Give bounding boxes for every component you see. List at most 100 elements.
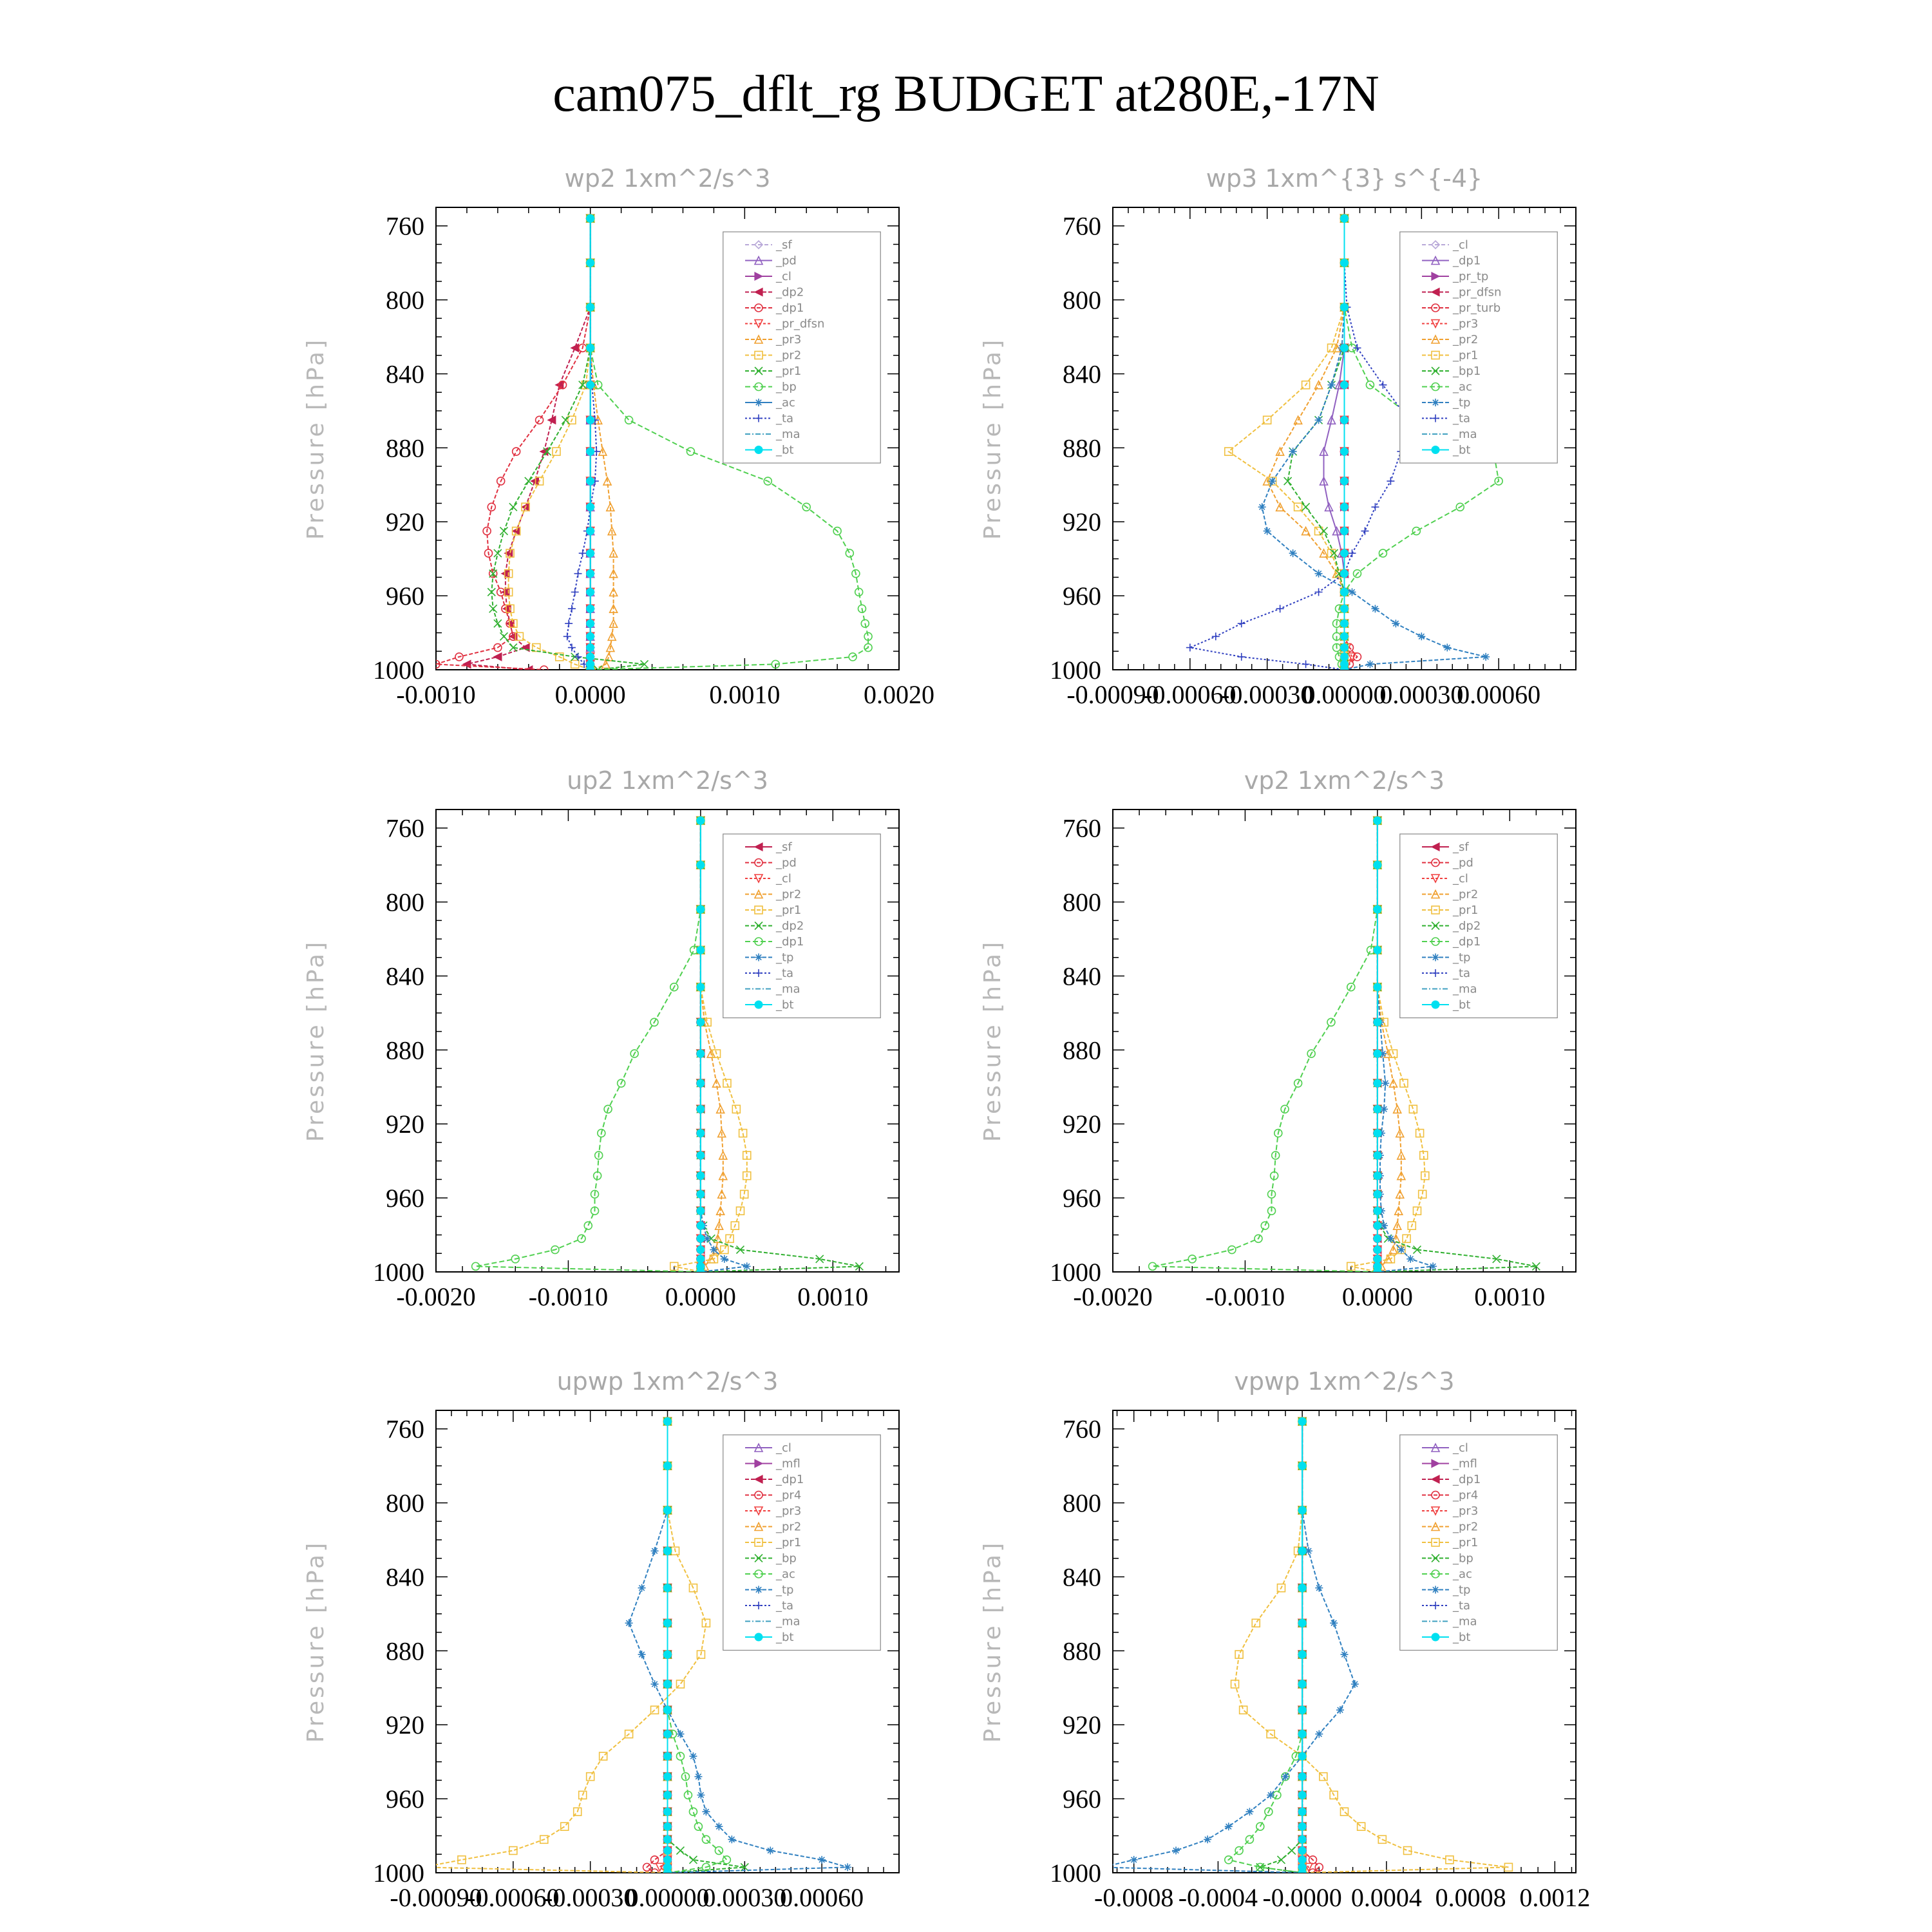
data-point-pr1 — [578, 1790, 587, 1800]
data-point-bt — [586, 652, 595, 661]
y-tick-label: 880 — [386, 1036, 424, 1065]
legend-marker — [754, 382, 763, 392]
series-group — [1113, 1416, 1513, 1873]
data-point-tp — [703, 1235, 712, 1243]
data-point-dp1 — [484, 549, 493, 558]
data-point-dp1 — [496, 477, 506, 486]
data-point-pr1 — [1262, 415, 1272, 425]
data-point-bt — [1373, 1104, 1382, 1113]
y-axis-label: Pressure [hPa] — [303, 337, 329, 540]
x-tick-label: -0.00060 — [467, 1883, 559, 1912]
legend-marker — [754, 858, 763, 867]
data-point-bt — [696, 860, 705, 869]
data-point-dp1 — [1254, 1234, 1263, 1244]
plot-frame — [1112, 1410, 1577, 1873]
data-point-bt — [696, 1049, 705, 1058]
data-point-pr3 — [609, 618, 618, 628]
data-point-ac — [1378, 549, 1388, 558]
legend-marker — [755, 399, 762, 406]
data-point-bt — [1373, 1151, 1382, 1160]
data-point-bt — [1298, 1772, 1307, 1781]
legend-label: _pr2 — [775, 888, 801, 902]
legend-marker — [1431, 303, 1440, 312]
x-tick-label: -0.0010 — [529, 1282, 608, 1311]
data-point-pr3 — [598, 446, 608, 456]
data-point-pr1 — [1386, 1255, 1396, 1264]
legend-label: _bt — [775, 1631, 793, 1644]
data-point-bt — [663, 1705, 672, 1714]
legend-label: _bp — [775, 381, 797, 394]
series-line-ta — [566, 218, 598, 670]
data-point-pr3 — [1347, 652, 1357, 662]
data-point-bt — [586, 258, 595, 267]
legend-marker — [753, 255, 764, 265]
data-point-pr2 — [718, 1170, 728, 1180]
legend-marker — [1430, 842, 1440, 851]
data-point-tp — [1371, 605, 1379, 613]
data-point-bt — [1298, 1846, 1307, 1855]
data-point-ac — [714, 1846, 724, 1855]
legend-label: _pr_tp — [1452, 270, 1488, 283]
data-point-bt — [663, 1730, 672, 1739]
data-point-bt — [696, 905, 705, 914]
data-point-tp — [1172, 1846, 1180, 1855]
data-point-pr1 — [1266, 1729, 1275, 1739]
legend-label: _pr3 — [1452, 1504, 1478, 1518]
data-point-pr1 — [489, 569, 498, 578]
data-point-pr1 — [1378, 1835, 1387, 1844]
data-point-pr2 — [509, 619, 518, 629]
data-point-tp — [728, 1835, 736, 1844]
legend-marker — [754, 303, 763, 312]
data-point-bt — [1373, 1129, 1382, 1138]
data-point-bt — [663, 1807, 672, 1816]
legend-marker — [1431, 1633, 1440, 1642]
legend-label: _dp1 — [775, 301, 804, 315]
legend-marker — [1430, 1443, 1441, 1452]
data-point-tp — [697, 1791, 705, 1799]
legend-marker — [753, 874, 764, 884]
data-point-dp1 — [511, 447, 521, 456]
data-point-pr2 — [504, 587, 513, 597]
data-point-tp — [1315, 1584, 1323, 1592]
data-point-bt — [696, 1221, 705, 1230]
data-point-dp1 — [1273, 1128, 1283, 1138]
data-point-bt — [1298, 1461, 1307, 1470]
data-point-bp — [624, 415, 634, 425]
data-point-tp — [766, 1846, 775, 1855]
data-point-dp2 — [500, 587, 510, 597]
legend-marker — [1431, 272, 1441, 281]
data-point-pr1 — [624, 1729, 634, 1739]
x-tick-label: 0.0020 — [864, 680, 934, 709]
data-point-bt — [696, 1018, 705, 1027]
legend-marker — [753, 287, 763, 297]
plot-frame — [435, 809, 900, 1273]
legend-label: _pr_turb — [1452, 301, 1501, 315]
x-tick-label: -0.0004 — [1179, 1883, 1258, 1912]
data-point-pr3 — [602, 476, 612, 486]
data-point-dp1 — [1319, 476, 1329, 486]
data-point-bt — [1298, 1417, 1307, 1426]
data-point-pr2 — [554, 652, 564, 661]
legend: _cl _mfl _dp1 _pr4 _pr3 _pr2 _pr1 _bp_ac _tp _ta _… — [723, 1434, 881, 1651]
data-point-pr1 — [1445, 1855, 1454, 1864]
data-point-bt — [1340, 502, 1349, 511]
data-point-pr3 — [607, 631, 617, 641]
legend-marker — [1430, 874, 1441, 884]
series-line-bp — [589, 218, 869, 670]
legend-marker — [1432, 953, 1439, 961]
data-point-bt — [586, 569, 595, 578]
x-tick-label: 0.00030 — [1379, 680, 1463, 709]
data-point-pr1 — [457, 1855, 466, 1864]
data-point-tp — [1224, 1823, 1233, 1831]
legend-marker — [754, 1538, 763, 1547]
data-point-bt — [696, 1171, 705, 1180]
legend-label: _ma — [1452, 983, 1477, 996]
data-point-dp1 — [1188, 1255, 1197, 1264]
data-point-pr1 — [1314, 526, 1323, 536]
data-point-dp1 — [577, 1234, 586, 1244]
data-point-bt — [1340, 604, 1349, 613]
legend-label: _cl — [775, 270, 791, 283]
data-point-dp1 — [616, 1079, 626, 1088]
data-point-bt — [1298, 1822, 1307, 1831]
legend-label: _pr1 — [1452, 904, 1478, 917]
